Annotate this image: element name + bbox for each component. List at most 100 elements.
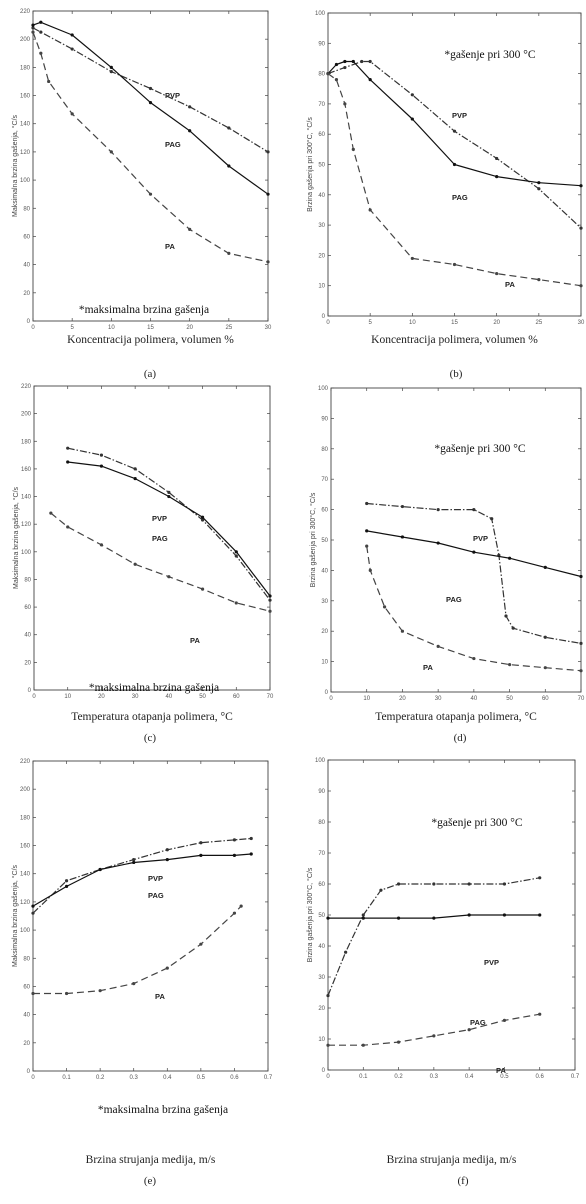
y-tick-label: 100 bbox=[318, 386, 329, 392]
data-point-pvp bbox=[200, 518, 205, 522]
series-label-pa: PA bbox=[496, 1066, 506, 1075]
data-point-pag bbox=[232, 853, 237, 858]
series-label-pvp: PVP bbox=[152, 514, 167, 523]
x-axis-label: Koncentracija polimera, volumen % bbox=[67, 334, 234, 346]
y-tick-label: 100 bbox=[20, 178, 31, 184]
data-point-pvp bbox=[579, 641, 583, 645]
plot-frame bbox=[330, 387, 582, 693]
x-tick-label: 60 bbox=[233, 694, 240, 700]
y-tick-label: 40 bbox=[321, 568, 328, 574]
data-point-pa bbox=[365, 544, 369, 548]
data-point-pvp bbox=[268, 598, 272, 602]
data-point-pa bbox=[432, 1034, 436, 1038]
series-label-pag: PAG bbox=[152, 534, 168, 543]
data-point-pvp bbox=[502, 882, 507, 886]
data-point-pa bbox=[400, 629, 405, 633]
y-axis-label: Maksimalna brzina gašenja, °C/s bbox=[11, 864, 19, 967]
chart-c: 0 20 40 60 80 100 120 140 160 180 200 220 0 10 20 30 40 5… bbox=[12, 384, 274, 744]
y-tick-label: 140 bbox=[21, 495, 32, 501]
data-point-pag bbox=[351, 59, 355, 64]
data-point-pag bbox=[326, 916, 330, 920]
series-label-pvp: PVP bbox=[452, 111, 467, 120]
series-line-pvp bbox=[327, 60, 582, 229]
data-point-pa bbox=[66, 525, 70, 529]
data-point-pvp bbox=[410, 93, 414, 97]
data-point-pa bbox=[368, 568, 372, 573]
series-line-pag bbox=[32, 853, 252, 907]
panel-caption: (d) bbox=[454, 732, 467, 744]
x-tick-label: 0.3 bbox=[130, 1075, 139, 1081]
chart-d: 0 10 20 30 40 50 60 70 80 90 100 0 10 20 30 40 50 60 70 Tem… bbox=[309, 386, 585, 744]
series-label-pa: PA bbox=[190, 636, 200, 645]
y-tick-label: 70 bbox=[318, 851, 325, 857]
data-point-pag bbox=[188, 129, 192, 133]
data-point-pvp bbox=[344, 950, 348, 954]
y-tick-label: 60 bbox=[24, 605, 31, 611]
data-point-pa bbox=[99, 543, 104, 547]
x-tick-label: 10 bbox=[409, 320, 416, 326]
data-point-pvp bbox=[537, 187, 541, 191]
y-axis-label: Brzina gašenja pri 300°C, °C/s bbox=[309, 492, 317, 587]
data-point-pa bbox=[64, 991, 69, 996]
data-point-pa bbox=[579, 669, 583, 673]
data-point-pvp bbox=[266, 150, 270, 154]
data-point-pa bbox=[361, 1043, 365, 1047]
data-point-pvp bbox=[379, 888, 383, 892]
x-tick-label: 25 bbox=[225, 325, 232, 331]
series-line-pvp bbox=[327, 877, 540, 996]
data-point-pa bbox=[507, 663, 512, 667]
y-axis-label: Brzina gašenja pri 300°C, °C/s bbox=[306, 117, 314, 212]
series-line-pa bbox=[327, 73, 582, 287]
x-tick-label: 70 bbox=[267, 694, 274, 700]
series-label-pvp: PVP bbox=[484, 958, 499, 967]
x-tick-label: 0.6 bbox=[230, 1075, 239, 1081]
x-tick-label: 0 bbox=[326, 320, 330, 326]
y-tick-label: 60 bbox=[318, 132, 325, 138]
data-point-pa bbox=[165, 966, 169, 970]
data-point-pag bbox=[472, 550, 476, 554]
data-point-pag bbox=[507, 556, 512, 560]
data-point-pa bbox=[543, 666, 547, 670]
y-tick-label: 10 bbox=[318, 1037, 325, 1043]
data-point-pvp bbox=[400, 504, 405, 509]
data-point-pvp bbox=[504, 614, 508, 618]
data-point-pvp bbox=[472, 508, 476, 512]
x-tick-label: 40 bbox=[471, 696, 478, 702]
y-tick-label: 30 bbox=[318, 975, 325, 981]
data-point-pag bbox=[467, 913, 471, 917]
x-tick-label: 5 bbox=[368, 320, 372, 326]
data-point-pa bbox=[579, 284, 583, 288]
y-tick-label: 40 bbox=[24, 633, 31, 639]
data-point-pvp bbox=[39, 30, 43, 34]
data-point-pag bbox=[227, 164, 231, 168]
series-label-pag: PAG bbox=[165, 140, 181, 149]
series-label-pa: PA bbox=[423, 663, 433, 672]
data-point-pvp bbox=[467, 882, 471, 886]
y-axis-label: Maksimalna brzina gašenja, °C/s bbox=[11, 114, 19, 217]
data-point-pa bbox=[410, 256, 414, 261]
y-tick-label: 20 bbox=[23, 291, 30, 297]
y-tick-label: 70 bbox=[318, 102, 325, 108]
data-point-pa bbox=[495, 271, 499, 276]
y-tick-label: 220 bbox=[20, 759, 31, 765]
series-label-pa: PA bbox=[505, 280, 515, 289]
x-tick-label: 20 bbox=[493, 320, 500, 326]
chart-f: 0 10 20 30 40 50 60 70 80 90 100 0 0.1 0.2 0.3 0.4 0.5 0.… bbox=[306, 758, 580, 1187]
data-point-pag bbox=[400, 535, 405, 539]
data-point-pa bbox=[232, 911, 237, 915]
x-tick-label: 0.2 bbox=[96, 1075, 105, 1081]
y-tick-label: 50 bbox=[318, 163, 325, 169]
y-tick-label: 20 bbox=[24, 660, 31, 666]
y-tick-label: 20 bbox=[23, 1041, 30, 1047]
x-tick-label: 0.5 bbox=[197, 1075, 206, 1081]
series-line-pa bbox=[50, 512, 271, 612]
y-tick-label: 30 bbox=[321, 599, 328, 605]
data-point-pag bbox=[343, 59, 347, 64]
data-point-pag bbox=[579, 574, 583, 579]
x-axis-label: Koncentracija polimera, volumen % bbox=[371, 334, 538, 346]
data-point-pvp bbox=[360, 59, 364, 64]
data-point-pvp bbox=[495, 156, 499, 161]
data-point-pa bbox=[132, 982, 136, 986]
plot-frame bbox=[33, 385, 271, 691]
x-axis-label: Brzina strujanja medija, m/s bbox=[387, 1154, 517, 1166]
